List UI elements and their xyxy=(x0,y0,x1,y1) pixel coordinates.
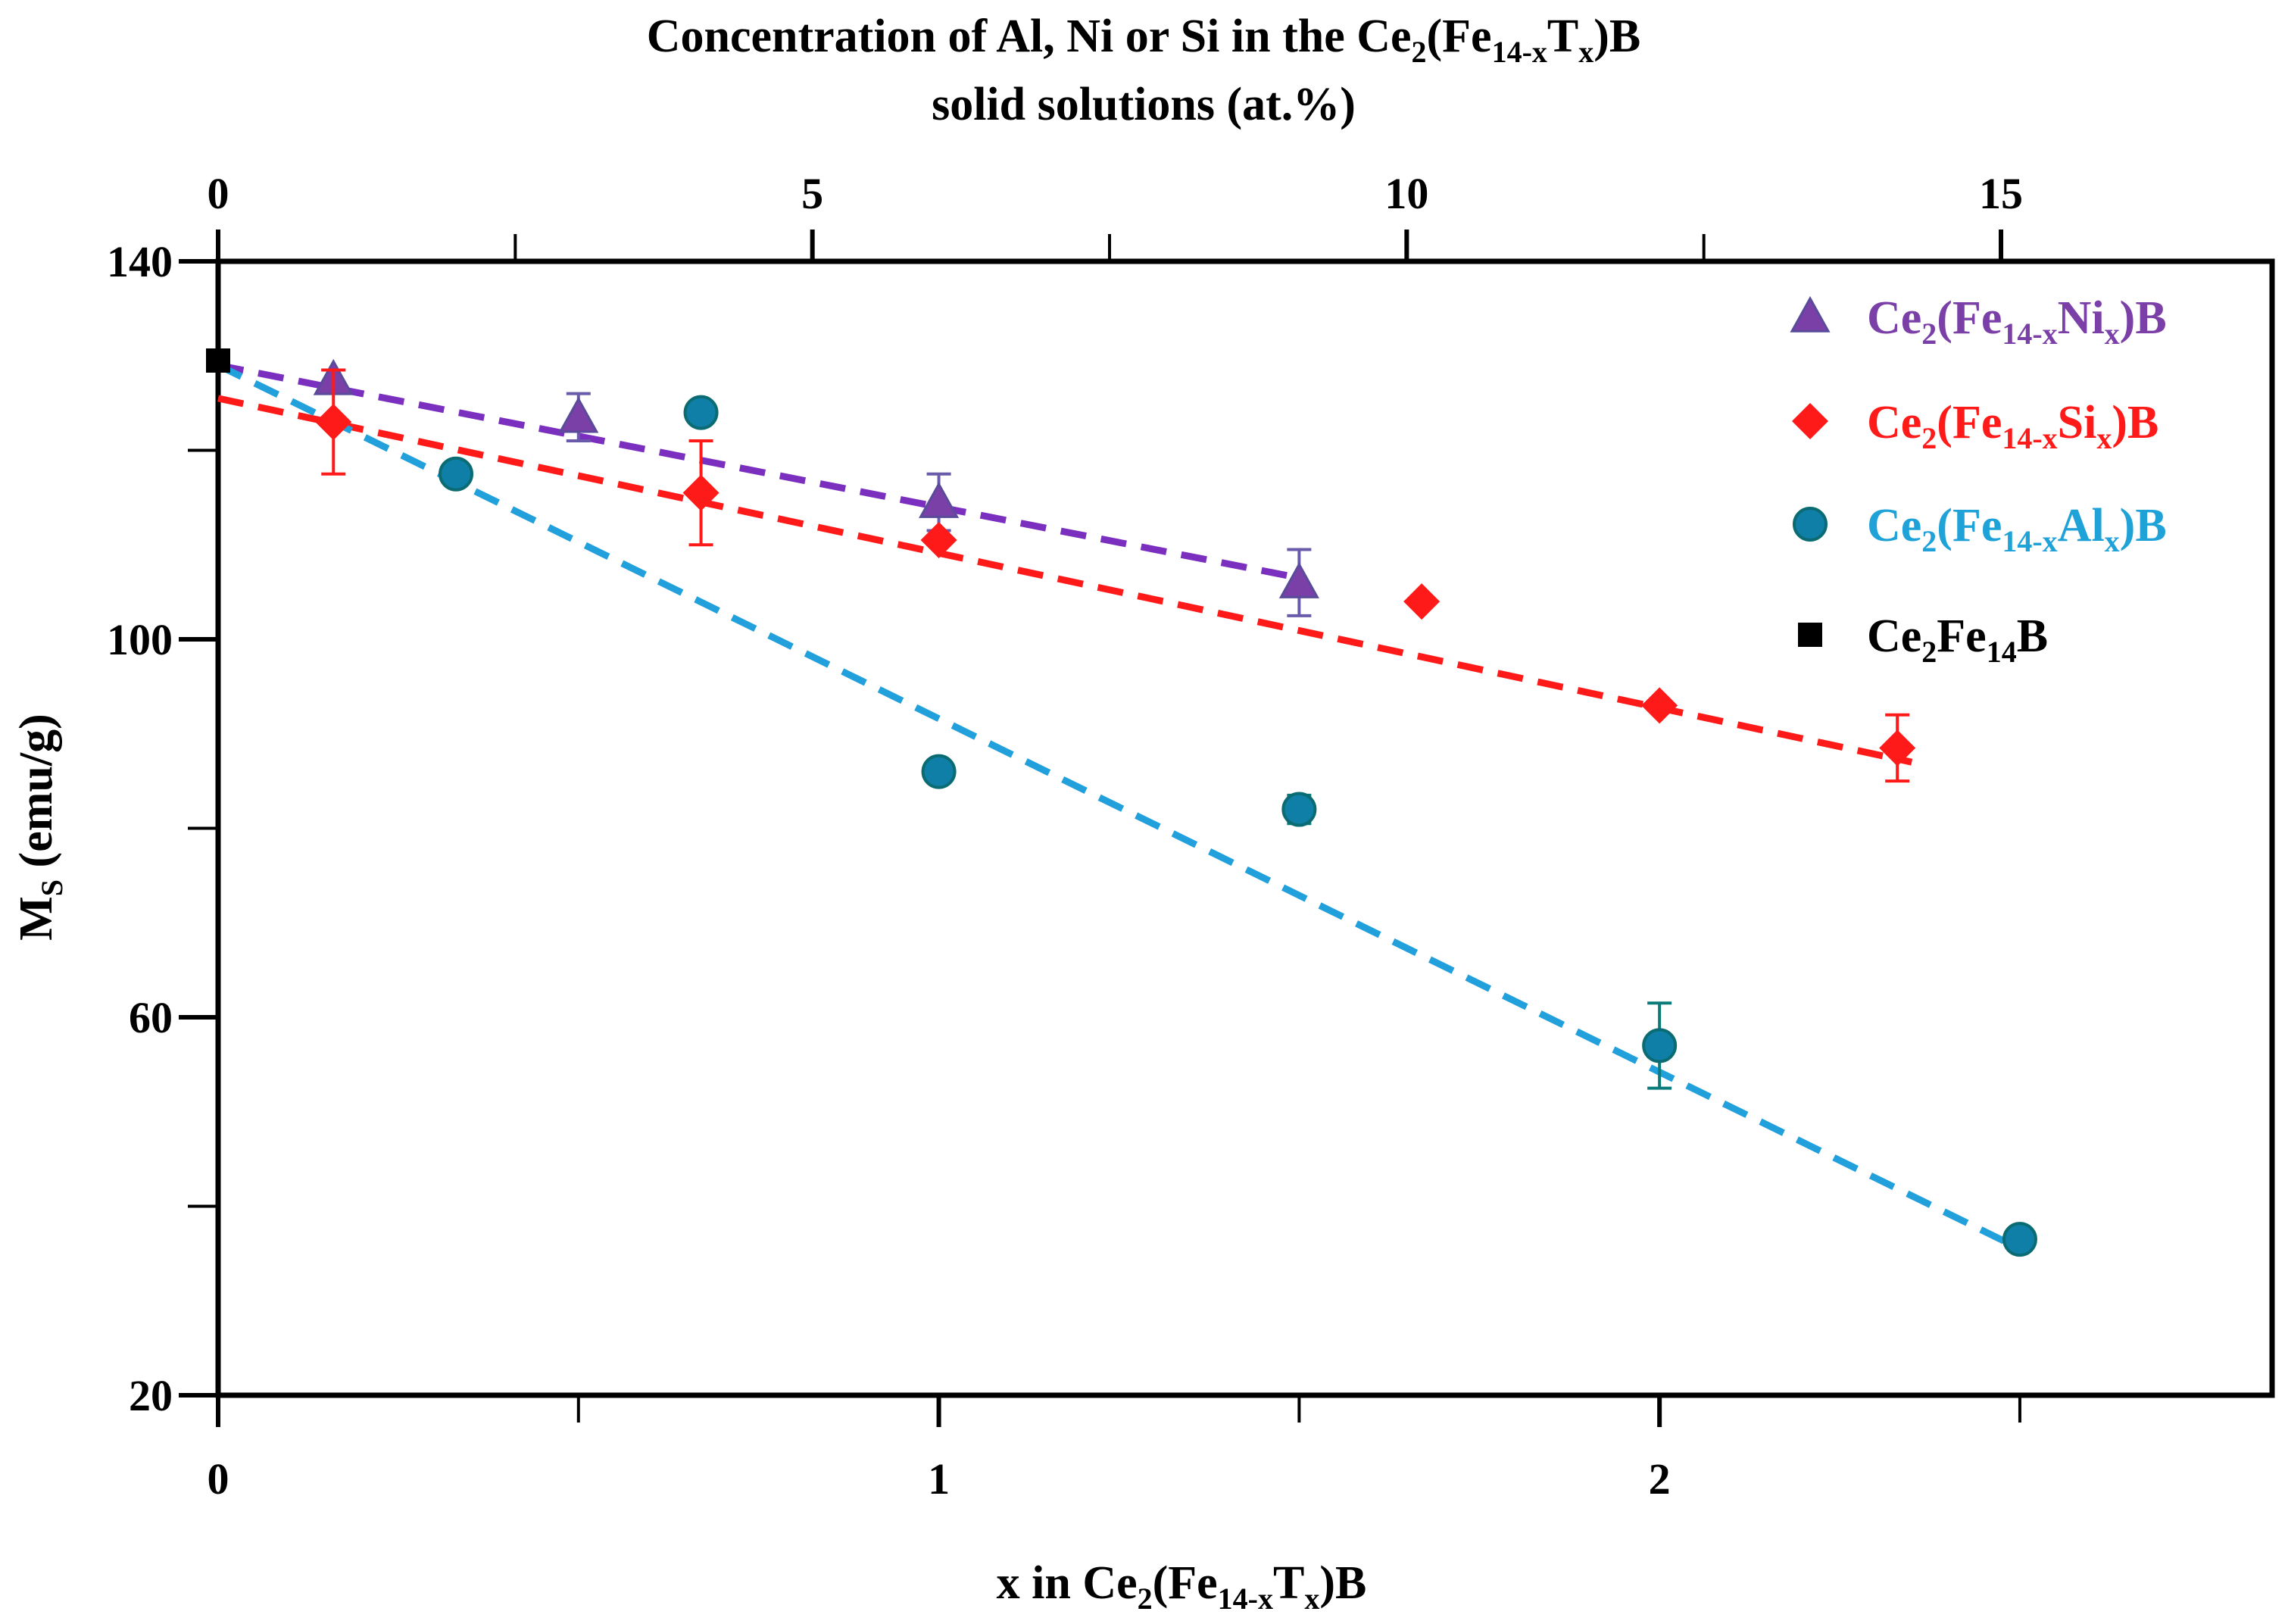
legend-label-series-4: Ce2Fe14B xyxy=(1867,611,2048,669)
y-tick-label: 20 xyxy=(129,1371,173,1420)
data-point-series-1 xyxy=(919,482,960,518)
data-point-series-3 xyxy=(1642,1028,1678,1063)
top-axis: 0 5 10 15 xyxy=(208,169,2023,261)
y-axis-label: MS (emu/g) xyxy=(11,714,69,940)
data-point-series-3 xyxy=(683,395,719,430)
legend-marker-series-3 xyxy=(1793,507,1828,542)
x-tick-label: 1 xyxy=(928,1454,950,1504)
data-point-series-2 xyxy=(1403,583,1441,620)
legend-marker-series-1 xyxy=(1790,295,1831,333)
data-markers xyxy=(206,348,2037,1257)
legend-marker-series-4 xyxy=(1798,623,1822,647)
top-tick-label: 10 xyxy=(1384,169,1428,218)
y-tick-label: 140 xyxy=(107,237,173,286)
x-axis-label: x in Ce2(Fe14-xTx)B xyxy=(997,1557,1367,1616)
data-point-series-1 xyxy=(558,396,599,433)
chart-title-line-1: Concentration of Al, Ni or Si in the Ce2… xyxy=(647,11,1641,69)
x-tick-label: 2 xyxy=(1649,1454,1671,1504)
data-point-series-2 xyxy=(315,404,352,441)
data-point-series-2 xyxy=(682,474,719,511)
fit-line-series-2 xyxy=(217,395,1913,766)
data-point-series-3 xyxy=(2002,1222,2037,1257)
x-tick-label: 0 xyxy=(208,1454,229,1504)
top-tick-label: 15 xyxy=(1979,169,2023,218)
fit-lines xyxy=(217,361,2021,1252)
legend: Ce2(Fe14-xNix)B Ce2(Fe14-xSix)B Ce2(Fe14-x… xyxy=(1790,292,2167,669)
data-point-series-2 xyxy=(1641,687,1678,724)
data-point-series-4 xyxy=(206,348,230,373)
top-tick-label: 5 xyxy=(801,169,823,218)
data-point-series-2 xyxy=(920,522,957,559)
legend-label-series-3: Ce2(Fe14-xAlx)B xyxy=(1867,500,2167,558)
data-point-series-3 xyxy=(921,754,957,789)
legend-marker-series-2 xyxy=(1792,403,1828,439)
data-point-series-2 xyxy=(1879,729,1916,767)
data-point-series-3 xyxy=(439,456,474,492)
y-axis: 20 60 100 140 xyxy=(107,237,218,1420)
legend-label-series-1: Ce2(Fe14-xNix)B xyxy=(1867,292,2167,351)
y-tick-label: 60 xyxy=(129,993,173,1042)
chart-title-line-2: solid solutions (at.%) xyxy=(932,79,1356,130)
x-axis: 0 1 2 xyxy=(208,1395,2021,1504)
fit-line-series-1 xyxy=(217,361,1300,582)
legend-label-series-2: Ce2(Fe14-xSix)B xyxy=(1867,397,2158,455)
data-point-series-3 xyxy=(1281,792,1317,827)
y-tick-label: 100 xyxy=(107,615,173,664)
fit-line-series-3 xyxy=(217,362,2021,1252)
data-point-series-1 xyxy=(1278,562,1319,598)
top-tick-label: 0 xyxy=(208,169,229,218)
